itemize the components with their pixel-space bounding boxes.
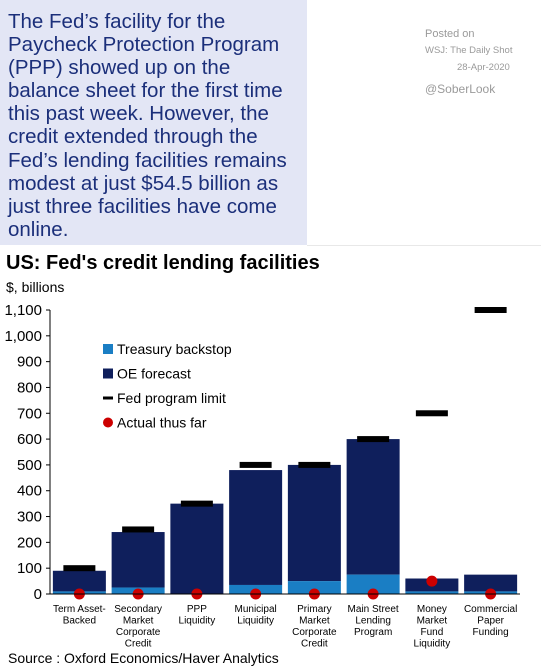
x-category-label: Market xyxy=(299,616,330,627)
oe-forecast-bar xyxy=(287,464,341,582)
x-category-label: Commercial xyxy=(464,604,517,615)
x-category-label: Funding xyxy=(473,627,509,638)
header-box: The Fed’s facility for the Paycheck Prot… xyxy=(0,0,307,245)
x-category-label: Credit xyxy=(301,639,328,650)
x-category-label: Backed xyxy=(63,616,96,627)
header-text: The Fed’s facility for the Paycheck Prot… xyxy=(8,10,304,241)
legend-swatch-oe xyxy=(103,368,113,379)
y-tick-label: 0 xyxy=(34,586,42,603)
program-limit-marker xyxy=(298,461,331,468)
oe-forecast-bar xyxy=(52,570,106,592)
y-tick-label: 400 xyxy=(17,483,42,500)
x-category-label: Liquidity xyxy=(237,616,274,627)
program-limit-marker xyxy=(63,565,96,572)
legend-swatch-limit xyxy=(103,396,113,400)
x-category-label: Primary xyxy=(297,604,331,615)
program-limit-marker xyxy=(357,436,390,443)
x-category-label: Municipal xyxy=(235,604,277,615)
legend-swatch-treasury xyxy=(103,344,113,354)
legend-label: OE forecast xyxy=(117,366,191,382)
posted-source: WSJ: The Daily Shot xyxy=(425,45,513,56)
x-category-label: Main Street xyxy=(348,604,399,615)
x-category-label: Market xyxy=(123,616,154,627)
actual-dot xyxy=(426,575,438,587)
legend-label: Actual thus far xyxy=(117,415,207,431)
x-category-label: Money xyxy=(417,604,447,615)
y-tick-label: 500 xyxy=(17,457,42,474)
header-line: credit extended through the xyxy=(8,125,258,149)
posted-info-panel: Posted on WSJ: The Daily Shot 28-Apr-202… xyxy=(307,0,541,246)
y-tick-label: 600 xyxy=(17,431,42,448)
header-line: this past week. However, the xyxy=(8,102,269,126)
header-line: modest at just $54.5 billion as xyxy=(8,171,279,195)
y-tick-label: 900 xyxy=(17,354,42,371)
y-axis-label: $, billions xyxy=(6,279,65,295)
author-handle[interactable]: @SoberLook xyxy=(425,82,496,96)
legend-label: Treasury backstop xyxy=(117,341,232,357)
chart-source: Source : Oxford Economics/Haver Analytic… xyxy=(8,650,279,666)
x-category-label: Credit xyxy=(125,639,152,650)
x-category-label: Term Asset- xyxy=(53,604,106,615)
x-category-label: Program xyxy=(354,627,392,638)
posted-date: 28-Apr-2020 xyxy=(457,62,510,73)
legend-swatch-actual xyxy=(103,417,113,428)
x-category-label: Fund xyxy=(420,627,443,638)
program-limit-marker xyxy=(180,500,213,507)
treasury-backstop-bar xyxy=(405,591,459,594)
program-limit-marker xyxy=(415,410,448,417)
header-line: Paycheck Protection Program xyxy=(8,33,280,57)
y-tick-label: 200 xyxy=(17,534,42,551)
y-tick-label: 1,100 xyxy=(4,302,42,319)
x-category-label: Market xyxy=(417,616,448,627)
treasury-backstop-bar xyxy=(287,581,341,594)
legend-label: Fed program limit xyxy=(117,390,226,406)
header-line: balance sheet for the first time xyxy=(8,79,283,103)
program-limit-marker xyxy=(474,307,507,313)
posted-on-label: Posted on xyxy=(425,28,475,40)
oe-forecast-bar xyxy=(346,439,400,575)
header-line: The Fed’s facility for the xyxy=(8,10,226,33)
oe-forecast-bar xyxy=(229,470,283,585)
x-category-label: Corporate xyxy=(292,627,337,638)
x-category-label: Liquidity xyxy=(414,639,451,650)
x-category-label: Corporate xyxy=(116,627,161,638)
header-line: online. xyxy=(8,217,69,241)
x-category-label: Lending xyxy=(355,616,391,627)
header-line: just three facilities have come xyxy=(8,194,277,218)
program-limit-marker xyxy=(239,461,272,468)
treasury-backstop-bar xyxy=(346,574,400,594)
x-category-label: PPP xyxy=(187,604,207,615)
x-category-label: Secondary xyxy=(114,604,162,615)
y-tick-label: 800 xyxy=(17,379,42,396)
y-tick-label: 700 xyxy=(17,405,42,422)
y-tick-label: 300 xyxy=(17,509,42,526)
header-line: Fed’s lending facilities remains xyxy=(8,148,287,172)
program-limit-marker xyxy=(122,526,155,533)
y-tick-label: 100 xyxy=(17,560,42,577)
oe-forecast-bar xyxy=(170,503,224,594)
x-category-label: Paper xyxy=(477,616,504,627)
y-tick-label: 1,000 xyxy=(4,328,42,345)
chart-title: US: Fed's credit lending facilities xyxy=(6,252,320,274)
oe-forecast-bar xyxy=(111,532,165,588)
x-category-label: Liquidity xyxy=(179,616,216,627)
header-line: (PPP) showed up on the xyxy=(8,56,231,80)
chart-plot: 0 100 200 300 400 500 600 700 800 900 1,000 1,100 Te… xyxy=(4,302,520,650)
oe-forecast-bar xyxy=(464,574,518,592)
